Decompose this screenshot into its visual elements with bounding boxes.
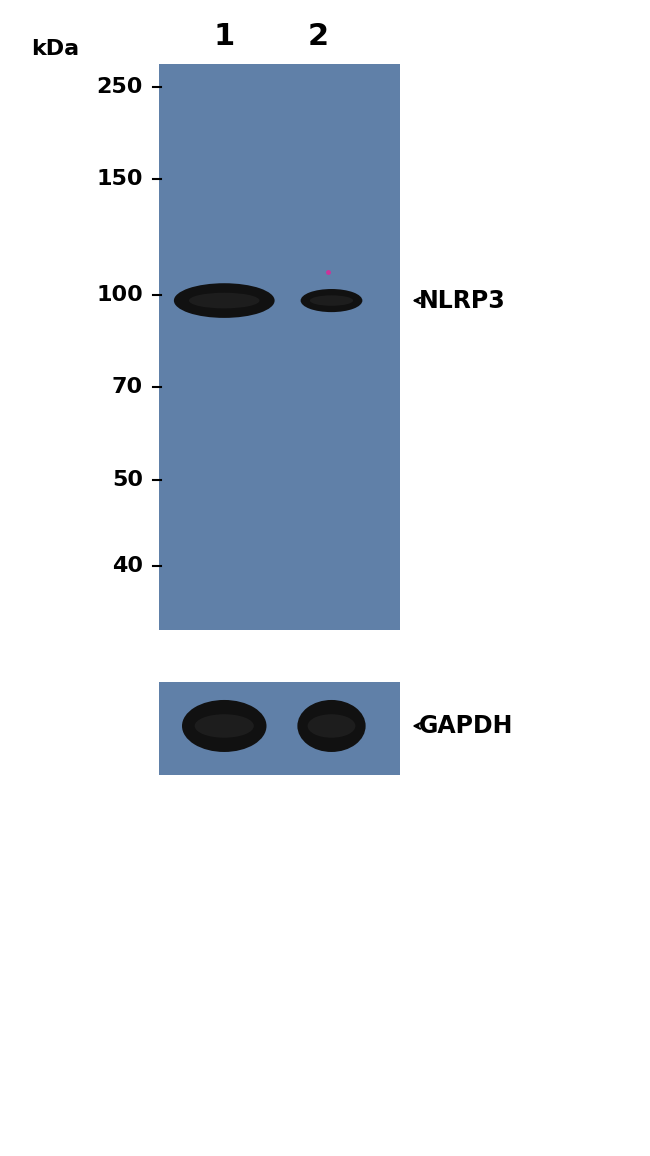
Text: 70: 70	[112, 377, 143, 398]
Ellipse shape	[307, 714, 356, 738]
Text: 2: 2	[308, 22, 329, 52]
Text: GAPDH: GAPDH	[419, 714, 514, 738]
Ellipse shape	[174, 283, 274, 318]
Text: NLRP3: NLRP3	[419, 289, 506, 312]
Text: 1: 1	[214, 22, 235, 52]
Text: 150: 150	[96, 169, 143, 190]
Text: 50: 50	[112, 469, 143, 490]
Text: 100: 100	[96, 284, 143, 305]
Bar	[159, 682, 400, 775]
Text: 250: 250	[97, 76, 143, 97]
Bar	[159, 64, 400, 630]
Ellipse shape	[300, 289, 363, 312]
Ellipse shape	[182, 701, 266, 753]
Text: kDa: kDa	[31, 38, 79, 59]
Ellipse shape	[310, 296, 353, 306]
Text: 40: 40	[112, 556, 143, 577]
Ellipse shape	[194, 714, 254, 738]
Ellipse shape	[298, 701, 365, 753]
Ellipse shape	[189, 292, 259, 309]
